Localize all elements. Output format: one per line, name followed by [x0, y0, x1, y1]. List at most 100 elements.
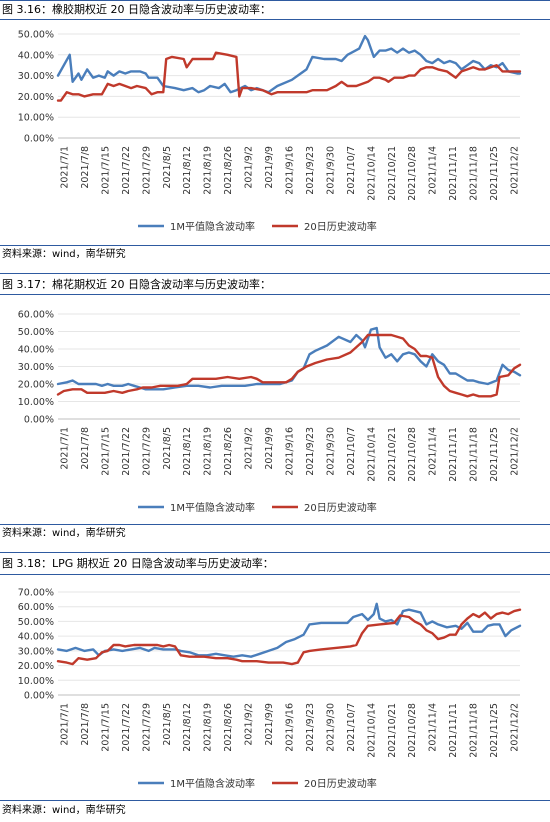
x-tick-label: 2021/12/2: [510, 703, 521, 752]
series-line-implied-vol: [56, 602, 522, 658]
title-rule: [0, 294, 550, 295]
legend-label: 20日历史波动率: [304, 501, 377, 514]
x-tick-label: 2021/8/19: [203, 146, 214, 195]
title-top-rule: [0, 552, 550, 553]
y-tick-label: 20.00%: [18, 380, 54, 391]
y-tick-label: 40.00%: [18, 50, 54, 61]
x-tick-label: 2021/10/21: [387, 703, 398, 758]
x-tick-label: 2021/9/30: [325, 146, 336, 195]
title-top-rule: [0, 273, 550, 274]
y-tick-label: 10.00%: [18, 397, 54, 408]
y-tick-label: 10.00%: [18, 113, 54, 124]
x-tick-label: 2021/9/23: [305, 427, 316, 476]
source-note-lpg: 资料来源：wind，南华研究: [2, 805, 126, 816]
x-tick-label: 2021/9/16: [285, 427, 296, 476]
x-tick-label: 2021/8/12: [182, 703, 193, 752]
series-line-implied-vol: [56, 34, 522, 94]
source-rule: [0, 800, 550, 801]
x-tick-label: 2021/9/16: [285, 146, 296, 195]
x-tick-label: 2021/10/28: [407, 146, 418, 201]
title-rule: [0, 19, 550, 20]
x-tick-label: 2021/11/4: [428, 703, 439, 752]
x-tick-label: 2021/7/1: [60, 427, 71, 470]
y-tick-label: 30.00%: [18, 71, 54, 82]
x-tick-label: 2021/10/21: [387, 146, 398, 201]
y-tick-label: 70.00%: [18, 588, 54, 599]
x-tick-label: 2021/10/7: [346, 703, 357, 752]
legend-label: 1M平值隐含波动率: [170, 220, 255, 233]
x-tick-label: 2021/9/2: [244, 703, 255, 746]
top-rule: [0, 0, 550, 1]
source-note-cotton: 资料来源：wind，南华研究: [2, 528, 126, 539]
x-tick-label: 2021/7/22: [121, 427, 132, 476]
x-tick-label: 2021/8/5: [162, 427, 173, 470]
x-tick-label: 2021/7/8: [80, 146, 91, 189]
x-tick-label: 2021/7/8: [80, 427, 91, 470]
x-tick-label: 2021/10/7: [346, 146, 357, 195]
y-tick-label: 10.00%: [18, 676, 54, 687]
x-tick-label: 2021/7/1: [60, 703, 71, 746]
legend-label: 20日历史波动率: [304, 220, 377, 233]
y-tick-label: 0.00%: [24, 134, 54, 145]
series-line-historical-vol: [56, 51, 522, 102]
x-tick-label: 2021/7/15: [100, 703, 111, 752]
x-tick-label: 2021/10/14: [366, 146, 377, 201]
x-tick-label: 2021/9/9: [264, 703, 275, 746]
y-tick-label: 60.00%: [18, 602, 54, 613]
x-tick-label: 2021/8/26: [223, 703, 234, 752]
y-tick-label: 40.00%: [18, 632, 54, 643]
x-tick-label: 2021/7/15: [100, 427, 111, 476]
x-tick-label: 2021/10/7: [346, 427, 357, 476]
y-tick-label: 0.00%: [24, 415, 54, 426]
legend-label: 1M平值隐含波动率: [170, 501, 255, 514]
chart-rubber: 0.00% 10.00% 20.00% 30.00% 40.00% 50.00% 2021/…: [18, 30, 522, 233]
chart-cotton: 0.00% 10.00% 20.00% 30.00% 40.00% 50.00% 60.00…: [18, 310, 522, 514]
x-tick-label: 2021/9/30: [325, 703, 336, 752]
source-rule: [0, 245, 550, 246]
x-tick-label: 2021/11/18: [469, 146, 480, 201]
y-tick-label: 20.00%: [18, 92, 54, 103]
x-tick-label: 2021/9/16: [285, 703, 296, 752]
x-tick-label: 2021/8/26: [223, 146, 234, 195]
figure-title-rubber: 图 3.16：橡胶期权近 20 日隐含波动率与历史波动率：: [2, 3, 271, 16]
y-tick-label: 60.00%: [18, 310, 54, 321]
x-tick-label: 2021/7/1: [60, 146, 71, 189]
source-note-rubber: 资料来源：wind，南华研究: [2, 249, 126, 260]
x-tick-label: 2021/11/25: [489, 703, 500, 758]
legend-label: 1M平值隐含波动率: [170, 777, 255, 790]
x-tick-label: 2021/11/25: [489, 146, 500, 201]
x-tick-label: 2021/11/18: [469, 703, 480, 758]
x-tick-label: 2021/9/2: [244, 146, 255, 189]
title-rule: [0, 574, 550, 575]
x-tick-label: 2021/11/11: [448, 703, 459, 758]
x-tick-label: 2021/10/28: [407, 703, 418, 758]
legend-label: 20日历史波动率: [304, 777, 377, 790]
x-tick-label: 2021/8/19: [203, 427, 214, 476]
chart-lpg: 0.00% 10.00% 20.00% 30.00% 40.00% 50.00% 60.00…: [18, 588, 522, 790]
series-line-historical-vol: [56, 333, 522, 398]
x-tick-label: 2021/11/25: [489, 427, 500, 482]
x-tick-label: 2021/10/14: [366, 427, 377, 482]
x-tick-label: 2021/10/28: [407, 427, 418, 482]
x-tick-label: 2021/8/5: [162, 146, 173, 189]
series-line-historical-vol: [56, 608, 522, 666]
y-tick-label: 30.00%: [18, 646, 54, 657]
figure-title-lpg: 图 3.18：LPG 期权近 20 日隐含波动率与历史波动率：: [2, 557, 274, 570]
figure-title-cotton: 图 3.17：棉花期权近 20 日隐含波动率与历史波动率：: [2, 278, 271, 291]
y-tick-label: 30.00%: [18, 362, 54, 373]
x-tick-label: 2021/9/9: [264, 146, 275, 189]
x-tick-label: 2021/8/12: [182, 146, 193, 195]
x-tick-label: 2021/10/14: [366, 703, 377, 758]
x-tick-label: 2021/8/19: [203, 703, 214, 752]
x-tick-label: 2021/11/4: [428, 146, 439, 195]
x-tick-label: 2021/7/22: [121, 703, 132, 752]
y-tick-label: 50.00%: [18, 30, 54, 41]
x-tick-label: 2021/7/22: [121, 146, 132, 195]
x-tick-label: 2021/9/9: [264, 427, 275, 470]
x-tick-label: 2021/9/30: [325, 427, 336, 476]
x-tick-label: 2021/8/12: [182, 427, 193, 476]
x-tick-label: 2021/11/11: [448, 146, 459, 201]
x-tick-label: 2021/7/29: [141, 146, 152, 195]
x-tick-label: 2021/7/8: [80, 703, 91, 746]
x-tick-label: 2021/11/4: [428, 427, 439, 476]
